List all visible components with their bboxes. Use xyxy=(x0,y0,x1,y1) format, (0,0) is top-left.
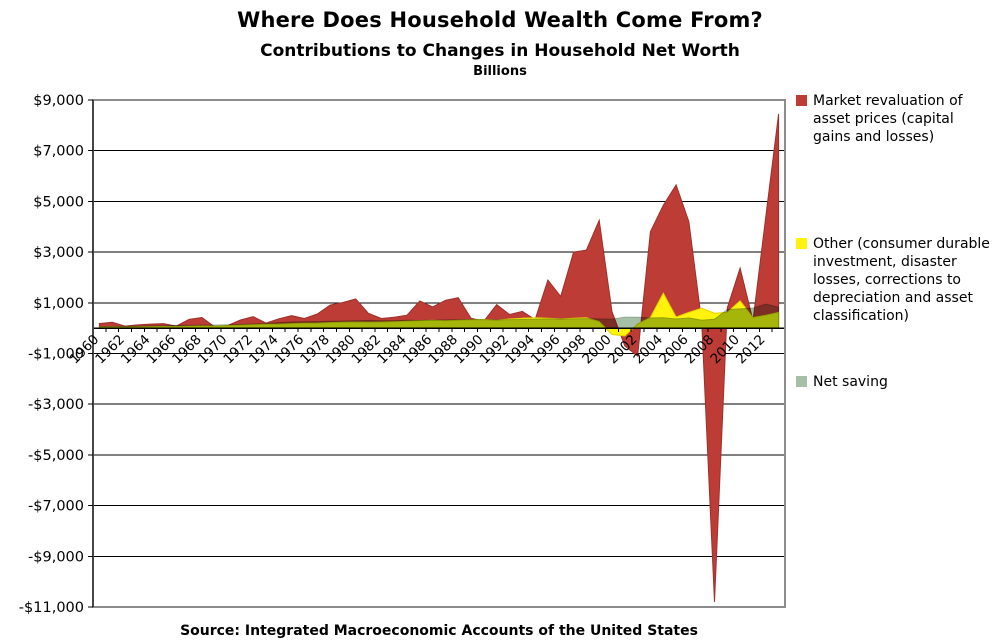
area-series-2 xyxy=(98,303,780,329)
area-series xyxy=(98,113,780,602)
y-tick-label: -$7,000 xyxy=(28,499,84,515)
legend-swatch-market-revaluation-icon xyxy=(796,95,807,106)
chart-units-label: Billions xyxy=(473,64,527,79)
y-tick-label: -$3,000 xyxy=(28,397,84,413)
legend-label-market-revaluation: Market revaluation of asset prices (capi… xyxy=(813,93,963,145)
area-series-0 xyxy=(98,113,780,602)
x-axis xyxy=(92,327,786,333)
legend-label-other: Other (consumer durable investment, disa… xyxy=(813,236,990,324)
source-text: Source: Integrated Macroeconomic Account… xyxy=(180,623,698,639)
chart-title: Where Does Household Wealth Come From? xyxy=(237,8,763,32)
y-axis-labels: $9,000 $7,000 $5,000 $3,000 $1,000 -$1,000 -$3… xyxy=(19,93,84,616)
y-tick-label: $5,000 xyxy=(33,194,84,210)
x-tick-label: 2012 xyxy=(733,332,769,368)
chart-subtitle: Contributions to Changes in Household Ne… xyxy=(260,41,740,61)
y-tick-label: -$11,000 xyxy=(19,600,84,616)
gridlines xyxy=(93,150,785,557)
y-tick-label: -$9,000 xyxy=(28,549,84,565)
y-tick-label: -$5,000 xyxy=(28,448,84,464)
legend-swatch-net-saving-icon xyxy=(796,376,807,387)
legend-item-market-revaluation: Market revaluation of asset prices (capi… xyxy=(796,92,994,146)
y-axis xyxy=(88,99,94,608)
legend-item-net-saving: Net saving xyxy=(796,373,994,391)
legend-label-net-saving: Net saving xyxy=(813,374,888,390)
y-tick-label: $9,000 xyxy=(33,93,84,109)
y-tick-label: $1,000 xyxy=(33,296,84,312)
y-tick-label: $7,000 xyxy=(33,144,84,160)
y-tick-label: -$1,000 xyxy=(28,347,84,363)
legend-swatch-other-icon xyxy=(796,238,807,249)
x-axis-labels: 1960196219641966196819701972197419761978… xyxy=(67,332,769,368)
y-tick-label: $3,000 xyxy=(33,245,84,261)
legend-item-other: Other (consumer durable investment, disa… xyxy=(796,235,994,325)
